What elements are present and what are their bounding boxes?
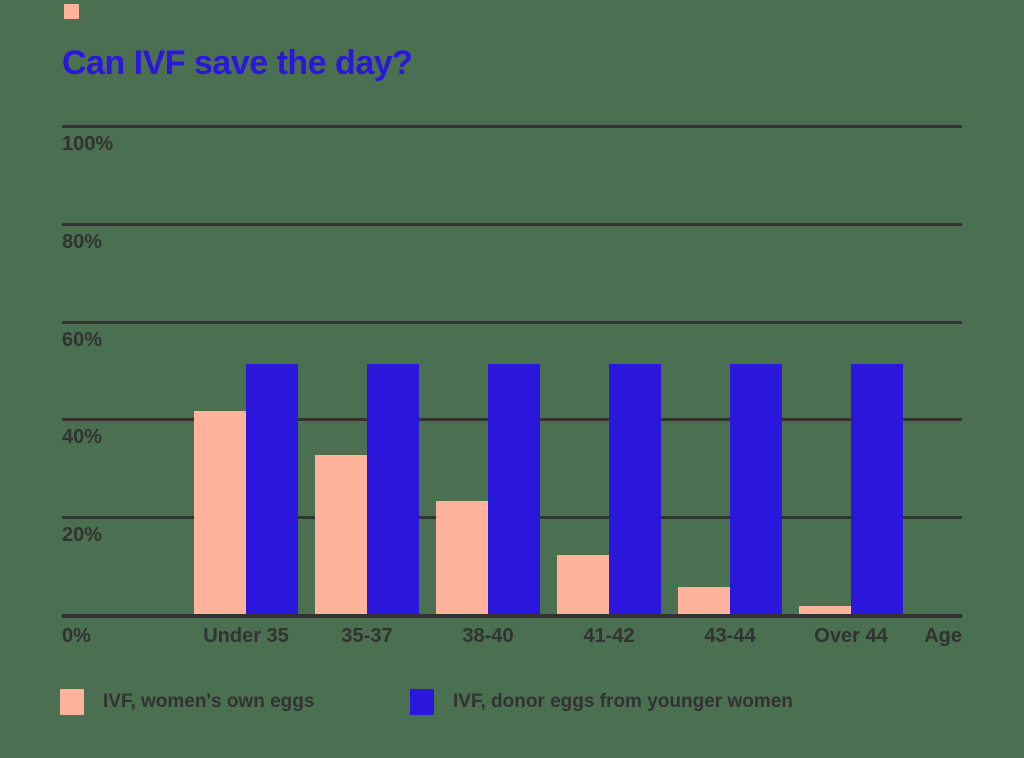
own-eggs-bar-under-35 [194,411,246,616]
legend: IVF, women's own eggs IVF, donor eggs fro… [60,689,964,719]
donor-eggs-bar-35-37 [367,364,419,616]
x-tick-label-35-37: 35-37 [341,625,393,647]
plot-area: 20% 40% 60% 80% 100% 0% Under 35 35-37 38-40 41-… [62,125,962,647]
legend-label: IVF, women's own eggs [103,691,315,712]
x-axis-title: Age [924,625,962,647]
own-eggs-bar-41-42 [557,555,609,616]
x-tick-label-over-44: Over 44 [814,625,888,647]
legend-item-0: IVF, women's own eggs [60,689,314,715]
x-tick-label-38-40: 38-40 [462,625,514,647]
legend-item-1: IVF, donor eggs from younger women [410,689,793,715]
y-tick-label: 100% [62,133,114,155]
gridline-100 [62,125,962,128]
chart-title: Can IVF save the day? [62,44,413,82]
donor-eggs-bar-41-42 [609,364,661,616]
legend-label: IVF, donor eggs from younger women [453,691,793,712]
own-eggs-bar-38-40 [436,501,488,616]
x-tick-label-43-44: 43-44 [704,625,756,647]
donor-eggs-bar-under-35 [246,364,298,616]
y-tick-label-zero: 0% [62,625,91,647]
x-tick-label-under-35: Under 35 [203,625,289,647]
donor-eggs-bar-over-44 [851,364,903,616]
x-axis-line [62,614,962,618]
gridline-80 [62,222,962,226]
y-tick-label: 80% [62,230,103,253]
own-eggs-bar-35-37 [315,455,367,616]
legend-swatch-icon [60,689,84,715]
y-tick-label: 40% [62,426,103,449]
x-tick-label-41-42: 41-42 [583,625,635,647]
y-tick-label: 20% [62,524,103,547]
gridline-60 [62,320,962,324]
own-eggs-bar-43-44 [678,587,730,616]
y-tick-label: 60% [62,328,103,351]
donor-eggs-bar-43-44 [730,364,782,616]
donor-eggs-bar-38-40 [488,364,540,616]
own-eggs-bar-over-44 [799,606,851,616]
peach-square-icon [64,4,79,19]
legend-swatch-icon [410,689,434,715]
